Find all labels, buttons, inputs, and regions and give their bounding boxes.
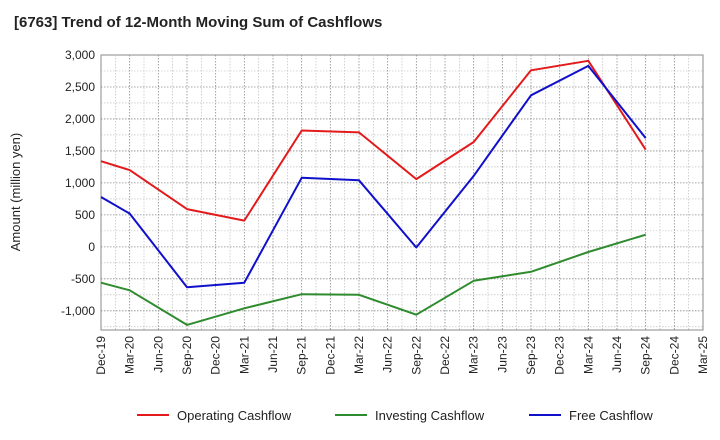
x-tick-label: Dec-19 xyxy=(94,336,108,375)
x-tick-labels: Dec-19 Mar-20 Jun-20 Sep-20 Dec-20 Mar-21 Jun-… xyxy=(94,336,710,375)
x-tick-label: Mar-23 xyxy=(467,336,481,374)
x-tick-label: Sep-24 xyxy=(639,336,653,375)
y-tick-label: 1,000 xyxy=(65,176,95,190)
x-tick-label: Mar-20 xyxy=(123,336,137,374)
x-tick-label: Dec-22 xyxy=(438,336,452,375)
x-tick-label: Mar-25 xyxy=(696,336,710,374)
y-tick-label: 0 xyxy=(88,240,95,254)
series-line xyxy=(100,64,647,289)
legend-label: Operating Cashflow xyxy=(177,408,292,423)
x-tick-label: Sep-21 xyxy=(295,336,309,375)
x-tick-label: Jun-22 xyxy=(381,336,395,373)
y-tick-label: 1,500 xyxy=(65,144,95,158)
x-tick-label: Sep-23 xyxy=(524,336,538,375)
x-tick-label: Dec-23 xyxy=(553,336,567,375)
legend: Operating Cashflow Investing Cashflow Free… xyxy=(137,408,653,423)
x-tick-label: Sep-20 xyxy=(180,336,194,375)
x-tick-label: Jun-20 xyxy=(151,336,165,373)
series-layer xyxy=(100,59,647,326)
series-line xyxy=(100,233,646,326)
y-tick-label: -500 xyxy=(71,272,95,286)
y-tick-label: 2,000 xyxy=(65,112,95,126)
x-tick-label: Jun-21 xyxy=(266,336,280,373)
y-tick-labels: -1,000 -500 0 500 1,000 1,500 2,000 2,500 3,000 xyxy=(61,48,95,318)
legend-label: Investing Cashflow xyxy=(375,408,485,423)
x-tick-label: Dec-20 xyxy=(209,336,223,375)
x-tick-label: Sep-22 xyxy=(409,336,423,375)
x-tick-label: Dec-21 xyxy=(323,336,337,375)
x-tick-label: Mar-21 xyxy=(237,336,251,374)
y-tick-label: 3,000 xyxy=(65,48,95,62)
legend-label: Free Cashflow xyxy=(569,408,653,423)
y-tick-label: -1,000 xyxy=(61,304,95,318)
y-tick-label: 500 xyxy=(75,208,95,222)
x-tick-label: Jun-24 xyxy=(610,336,624,373)
x-tick-label: Dec-24 xyxy=(667,336,681,375)
series-line xyxy=(100,59,647,222)
y-tick-label: 2,500 xyxy=(65,80,95,94)
x-tick-label: Mar-24 xyxy=(581,336,595,374)
chart-title: [6763] Trend of 12-Month Moving Sum of C… xyxy=(14,14,383,31)
x-tick-label: Jun-23 xyxy=(495,336,509,373)
y-axis-label: Amount (million yen) xyxy=(8,133,23,252)
x-tick-label: Mar-22 xyxy=(352,336,366,374)
